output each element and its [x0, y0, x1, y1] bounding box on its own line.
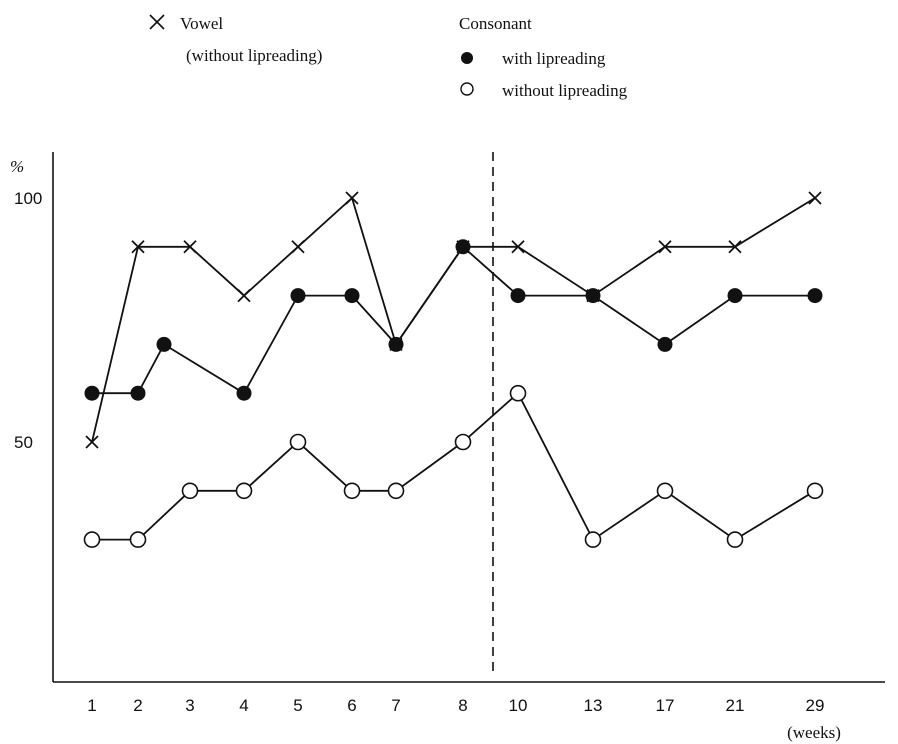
open-point-8 — [509, 384, 527, 402]
open-point-3 — [235, 482, 253, 500]
series-markers — [83, 191, 824, 548]
filled-point-12 — [807, 288, 823, 304]
open-point-5 — [343, 482, 361, 500]
x-tick-label-2: 2 — [133, 696, 142, 715]
cross-point-2 — [183, 240, 197, 254]
legend-filled-circle-marker — [461, 52, 473, 64]
cross-point-10 — [658, 240, 672, 254]
open-point-1 — [129, 531, 147, 548]
filled-point-9 — [585, 288, 601, 304]
cross-point-8 — [511, 240, 525, 254]
x-tick-label-7: 7 — [391, 696, 400, 715]
filled-point-5 — [344, 288, 360, 304]
open-point-4 — [289, 433, 307, 451]
x-tick-labels: 1 2 3 4 5 6 7 8 10 13 17 21 29 — [87, 696, 824, 715]
filled-point-7 — [455, 239, 471, 255]
series-line-open-circle — [92, 391, 816, 541]
x-tick-label-6: 6 — [347, 696, 356, 715]
x-tick-label-8: 8 — [458, 696, 467, 715]
x-tick-label-21: 21 — [726, 696, 745, 715]
open-point-7 — [454, 433, 472, 451]
open-point-6 — [387, 482, 405, 500]
series-line-cross — [91, 196, 816, 443]
x-tick-label-17: 17 — [656, 696, 675, 715]
filled-point-1 — [130, 385, 146, 401]
filled-point-6 — [388, 336, 404, 352]
y-tick-label-50: 50 — [14, 433, 33, 452]
series-line-filled-circle — [92, 245, 815, 395]
open-point-9 — [584, 531, 602, 548]
cross-point-12 — [808, 191, 822, 205]
open-point-0 — [83, 531, 101, 548]
legend-with-lipreading-label: with lipreading — [502, 49, 606, 68]
cross-point-1 — [131, 240, 145, 254]
legend-vowel-header: Vowel — [180, 14, 223, 33]
y-axis-label: % — [10, 157, 24, 176]
filled-point-2 — [156, 336, 172, 352]
x-tick-label-3: 3 — [185, 696, 194, 715]
open-point-2 — [181, 482, 199, 500]
x-tick-label-13: 13 — [584, 696, 603, 715]
cross-point-3 — [237, 288, 251, 303]
cross-point-5 — [345, 191, 359, 205]
x-tick-label-5: 5 — [293, 696, 302, 715]
x-tick-label-29: 29 — [806, 696, 825, 715]
cross-point-11 — [728, 240, 742, 254]
legend-cross-marker — [149, 14, 165, 30]
filled-point-3 — [236, 385, 252, 401]
legend: Vowel (without lipreading) Consonant wit… — [149, 14, 628, 100]
open-point-12 — [806, 482, 824, 500]
x-tick-label-1: 1 — [87, 696, 96, 715]
filled-point-10 — [657, 336, 673, 352]
x-tick-label-4: 4 — [239, 696, 248, 715]
filled-point-8 — [510, 288, 526, 304]
filled-point-11 — [727, 288, 743, 304]
cross-point-0 — [85, 435, 99, 449]
x-tick-label-10: 10 — [509, 696, 528, 715]
series-lines — [91, 196, 816, 541]
y-tick-labels: 50 100 — [14, 189, 42, 452]
open-point-10 — [656, 482, 674, 500]
filled-point-4 — [290, 288, 306, 304]
legend-without-lipreading-label: without lipreading — [502, 81, 628, 100]
open-point-11 — [726, 531, 744, 548]
axes — [52, 152, 885, 683]
x-axis-label: (weeks) — [787, 723, 841, 742]
cross-point-4 — [291, 240, 305, 254]
legend-consonant-header: Consonant — [459, 14, 532, 33]
y-tick-label-100: 100 — [14, 189, 42, 208]
legend-vowel-sub: (without lipreading) — [186, 46, 322, 65]
legend-open-circle-marker — [460, 82, 474, 96]
filled-point-0 — [84, 385, 100, 401]
